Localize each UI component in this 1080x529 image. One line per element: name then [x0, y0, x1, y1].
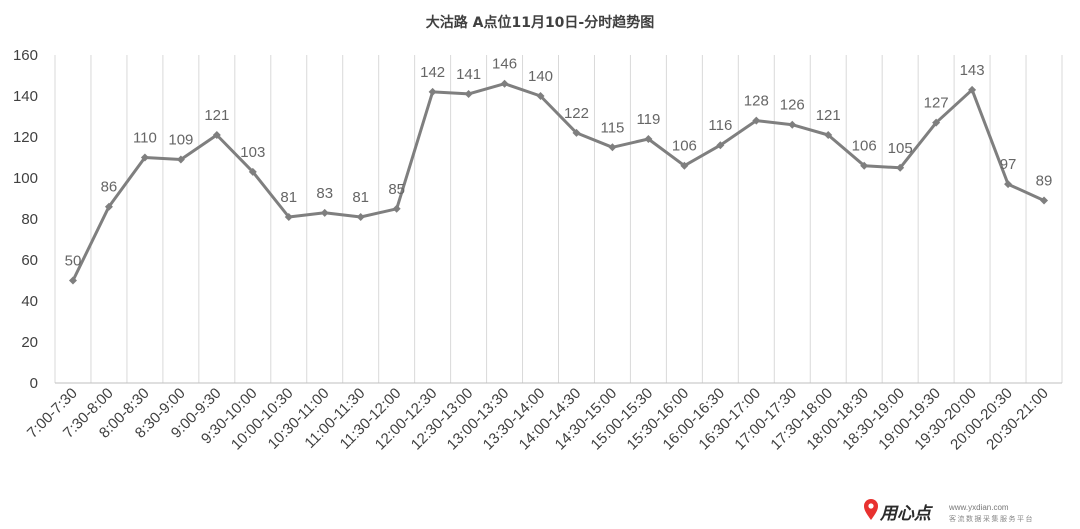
series-line [71, 82, 1045, 282]
data-label: 119 [636, 111, 660, 128]
data-point [356, 212, 365, 221]
data-point [212, 130, 221, 139]
data-point [716, 141, 725, 150]
data-point [968, 85, 977, 94]
data-point [464, 89, 473, 98]
data-point [284, 212, 293, 221]
data-label: 85 [388, 181, 405, 198]
y-tick-labels: 0 20 40 60 80 100 120 140 160 [13, 47, 38, 392]
data-point [1004, 180, 1013, 189]
data-point [248, 167, 257, 176]
data-label: 128 [744, 93, 769, 110]
data-point [176, 155, 185, 164]
data-label: 116 [708, 117, 732, 134]
data-point [680, 161, 689, 170]
location-pin-dot [868, 503, 874, 509]
data-point [428, 87, 437, 96]
data-point [140, 153, 149, 162]
y-tick-label: 40 [21, 293, 38, 310]
watermark-brand: 用心点 [879, 504, 934, 524]
series-line-path [71, 82, 1045, 282]
data-label: 105 [888, 140, 913, 157]
data-point [1040, 196, 1049, 205]
data-point [860, 161, 869, 170]
data-label: 106 [852, 138, 877, 155]
data-point [644, 135, 653, 144]
data-label: 97 [1000, 156, 1017, 173]
data-point [752, 116, 761, 125]
data-label: 127 [924, 95, 949, 112]
data-label: 83 [316, 185, 333, 202]
watermark: 用心点 www.yxdian.com 客流数据采集服务平台 [864, 499, 1034, 524]
data-label: 140 [528, 68, 553, 85]
data-point [68, 276, 77, 285]
y-tick-label: 160 [13, 47, 38, 64]
data-label: 115 [600, 119, 624, 136]
data-label: 122 [564, 105, 589, 122]
y-tick-label: 60 [21, 252, 38, 269]
y-tick-label: 100 [13, 170, 38, 187]
data-points [68, 79, 1049, 285]
data-label: 81 [352, 189, 369, 206]
data-label: 110 [133, 130, 157, 147]
y-tick-label: 120 [13, 129, 38, 146]
data-label: 142 [420, 64, 445, 81]
data-label: 121 [816, 107, 841, 124]
data-point [608, 143, 617, 152]
location-pin-icon [864, 499, 878, 520]
chart-title: 大沽路 A点位11月10日-分时趋势图 [426, 14, 654, 31]
data-label: 143 [960, 62, 985, 79]
data-point [392, 204, 401, 213]
data-label: 106 [672, 138, 697, 155]
data-label: 103 [240, 144, 265, 161]
data-point [824, 130, 833, 139]
watermark-tagline: 客流数据采集服务平台 [949, 514, 1034, 523]
y-tick-label: 20 [21, 334, 38, 351]
data-label: 141 [456, 66, 481, 83]
data-label: 81 [280, 189, 297, 206]
watermark-url: www.yxdian.com [948, 503, 1009, 512]
data-label: 86 [101, 179, 118, 196]
x-tick-labels: 7:00-7:307:30-8:008:00-8:308:30-9:009:00… [24, 385, 1052, 454]
y-tick-label: 80 [21, 211, 38, 228]
data-label: 121 [204, 107, 229, 124]
data-labels: 50 86 110 109 121 103 81 83 81 85 142 141 146 140 122 1… [65, 56, 1053, 270]
data-label: 146 [492, 56, 517, 73]
data-point [932, 118, 941, 127]
data-point [896, 163, 905, 172]
data-point [320, 208, 329, 217]
data-point [572, 128, 581, 137]
data-point [104, 202, 113, 211]
data-label: 109 [168, 132, 193, 149]
data-point [788, 120, 797, 129]
data-point [500, 79, 509, 88]
y-tick-label: 0 [30, 375, 38, 392]
data-label: 126 [780, 97, 805, 114]
data-label: 89 [1036, 173, 1053, 190]
data-point [536, 92, 545, 100]
y-tick-label: 140 [13, 88, 38, 105]
data-label: 50 [65, 253, 82, 270]
grid-lines [54, 55, 1063, 383]
